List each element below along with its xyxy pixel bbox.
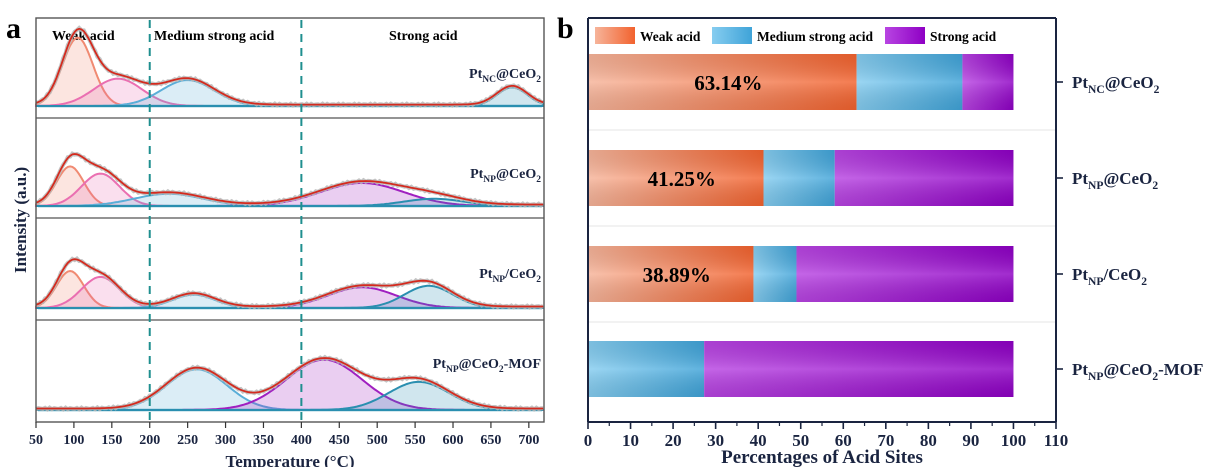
- fit-envelope: [36, 357, 544, 410]
- sample-label: PtNP/CeO2: [479, 267, 541, 285]
- x-tick-label: 100: [63, 433, 84, 448]
- b-x-tick-label: 10: [622, 431, 639, 450]
- b-x-tick-label: 20: [665, 431, 682, 450]
- x-tick-label: 400: [291, 433, 312, 448]
- tpd-subpanel: PtNP@CeO2: [35, 117, 545, 208]
- b-x-tick-label: 80: [920, 431, 937, 450]
- sample-label: PtNP@CeO2: [470, 167, 541, 185]
- b-x-tick-label: 50: [792, 431, 809, 450]
- region-label-weak: Weak acid: [52, 29, 115, 44]
- sample-label: PtNC@CeO2: [469, 67, 541, 85]
- bar-data-label: 63.14%: [694, 71, 762, 95]
- panel-b-label: b: [557, 12, 574, 45]
- row-separators: [588, 129, 1056, 323]
- b-x-tick-label: 100: [1001, 431, 1027, 450]
- x-tick-label: 500: [367, 433, 388, 448]
- b-x-tick-label: 40: [750, 431, 767, 450]
- x-axis-title: Temperature (°C): [225, 452, 354, 467]
- b-x-tick-label: 30: [707, 431, 724, 450]
- category-label: PtNP/CeO2: [1072, 265, 1147, 288]
- tpd-subpanel: PtNC@CeO2: [35, 25, 545, 108]
- b-axes: 0 10 20 30 40 50 60 70 80 90 100 110: [584, 17, 1069, 450]
- bar-segment-shade: [834, 150, 1014, 206]
- legend-label: Strong acid: [930, 29, 997, 44]
- x-tick-label: 650: [480, 433, 501, 448]
- region-label-medium: Medium strong acid: [154, 29, 275, 44]
- bar-segment-shade: [588, 150, 764, 206]
- x-tick-label: 450: [329, 433, 350, 448]
- category-label: PtNC@CeO2: [1072, 73, 1160, 96]
- b-x-tick-label: 90: [962, 431, 979, 450]
- stacked-bars: 63.14% 41.25% 38.89%: [588, 54, 1014, 397]
- b-x-tick-label: 70: [877, 431, 894, 450]
- bar-segment-shade: [704, 341, 1014, 397]
- x-tick-label: 200: [139, 433, 160, 448]
- legend-swatch: [885, 27, 925, 44]
- bar-data-label: 41.25%: [648, 167, 716, 191]
- b-x-tick-label: 60: [835, 431, 852, 450]
- bar-segment-shade: [588, 54, 857, 110]
- legend: Weak acid Medium strong acid Strong acid: [595, 27, 997, 44]
- region-labels: Weak acid Medium strong acid Strong acid: [52, 29, 458, 44]
- fit-envelope: [35, 27, 544, 106]
- bar-segment-shade: [753, 246, 797, 302]
- region-dividers: [148, 20, 303, 420]
- panel-a-frame: [35, 17, 545, 423]
- fit-envelope: [35, 153, 544, 206]
- x-tick-label: 150: [101, 433, 122, 448]
- x-axis-title-text: Temperature (°C): [225, 452, 354, 467]
- bar-segment-shade: [796, 246, 1014, 302]
- bar-segment-shade: [588, 246, 754, 302]
- component-peak: [36, 197, 544, 207]
- bar-segment-shade: [763, 150, 835, 206]
- x-tick-label: 700: [518, 433, 539, 448]
- category-label: PtNP@CeO2: [1072, 169, 1158, 192]
- legend-label: Weak acid: [640, 29, 701, 44]
- x-tick-label: 350: [253, 433, 274, 448]
- x-tick-label: 600: [443, 433, 464, 448]
- legend-label: Medium strong acid: [757, 29, 873, 44]
- tpd-subpanel: PtNP/CeO2: [35, 217, 545, 310]
- x-tick-label: 50: [29, 433, 43, 448]
- bar-data-label: 38.89%: [643, 263, 711, 287]
- panel-a: a Weak acid Medium strong acid Strong ac…: [6, 12, 545, 467]
- x-tick-label: 250: [177, 433, 198, 448]
- sample-label: PtNP@CeO2-MOF: [433, 357, 541, 375]
- category-labels: PtNC@CeO2 PtNP@CeO2 PtNP/CeO2 PtNP@CeO2-MOF: [1072, 73, 1203, 383]
- b-x-tick-label: 0: [584, 431, 593, 450]
- bar-segment-shade: [588, 341, 705, 397]
- x-tick-label: 550: [405, 433, 426, 448]
- panel-b: b Weak acid Medium strong acid Strong acid…: [557, 12, 1203, 467]
- region-label-strong: Strong acid: [389, 29, 458, 44]
- x-axis: 50 100 150 200 250 300 350 400 450 500 550 600 650 70…: [29, 422, 539, 448]
- y-axis-title: Intensity (a.u.): [11, 167, 30, 273]
- bar-segment-shade: [856, 54, 963, 110]
- component-peak: [35, 77, 544, 107]
- tpd-subpanel: PtNP@CeO2-MOF: [35, 319, 544, 412]
- tpd-panels: PtNC@CeO2 PtNP@CeO2 PtNP/CeO2 PtNP@CeO2-MOF: [35, 25, 545, 412]
- legend-swatch: [595, 27, 635, 44]
- legend-swatch: [712, 27, 752, 44]
- b-x-axis-title: Percentages of Acid Sites: [721, 447, 923, 467]
- x-tick-label: 300: [215, 433, 236, 448]
- b-x-tick-label: 110: [1044, 431, 1069, 450]
- fit-envelope: [35, 258, 544, 308]
- bar-segment-shade: [962, 54, 1014, 110]
- category-label: PtNP@CeO2-MOF: [1072, 360, 1203, 383]
- panel-a-label: a: [6, 12, 21, 45]
